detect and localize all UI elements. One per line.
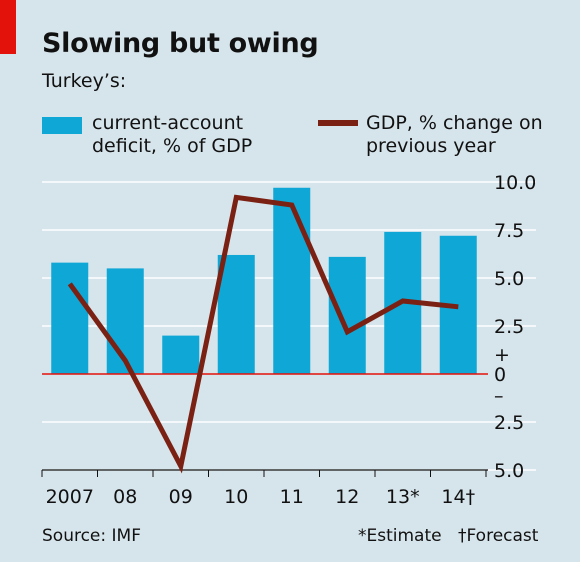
bar-09 (162, 335, 200, 374)
x-tick-label: 08 (113, 486, 137, 508)
source-note: Source: IMF (42, 526, 141, 546)
bar-10 (217, 254, 255, 374)
forecast-note: †Forecast (458, 526, 539, 546)
chart-subtitle: Turkey’s: (42, 70, 127, 92)
x-tick-label: 13* (386, 486, 420, 508)
bar-12 (328, 256, 366, 374)
gdp-line (67, 194, 459, 474)
y-tick-label: 2.5 (494, 412, 524, 434)
chart-title: Slowing but owing (42, 28, 319, 59)
legend-line-label: GDP, % change on previous year (366, 112, 543, 157)
x-tick-label: 12 (335, 486, 359, 508)
y-tick-label: 2.5 (494, 316, 524, 338)
legend-bar-label: current-account deficit, % of GDP (92, 112, 253, 157)
bar-11 (273, 187, 311, 374)
y-tick-label: 10.0 (494, 172, 536, 194)
y-sign-plus: + (494, 344, 510, 366)
legend-bar-swatch (42, 117, 82, 134)
y-sign-minus: – (494, 385, 504, 407)
x-tick-label: 10 (224, 486, 248, 508)
x-tick-label: 11 (280, 486, 304, 508)
x-tick-label: 09 (169, 486, 193, 508)
y-tick-label: 7.5 (494, 220, 524, 242)
y-tick-label: 5.0 (494, 460, 524, 482)
bar-2007 (51, 262, 89, 374)
legend-line-swatch (318, 120, 358, 126)
x-tick-label: 2007 (46, 486, 94, 508)
y-tick-label: 0 (494, 364, 506, 386)
brand-red-tag (0, 0, 16, 54)
x-tick-label: 14† (441, 486, 475, 508)
y-tick-label: 5.0 (494, 268, 524, 290)
estimate-note: *Estimate (358, 526, 442, 546)
